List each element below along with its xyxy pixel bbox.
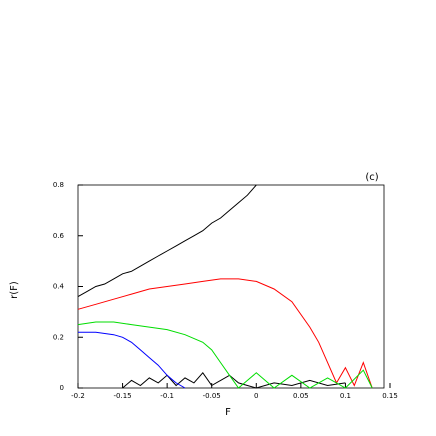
y-tick-label: 0 [60,384,64,392]
series-line [77,278,373,389]
plot-frame [77,184,385,389]
x-tick-label: 0.1 [340,392,351,400]
y-tick-label: 0.4 [53,283,65,291]
x-axis-label: F [225,407,231,418]
series-line [77,321,373,389]
x-tick-label: -0.05 [203,392,221,400]
x-tick-label: 0.15 [382,392,398,400]
x-tick-label: -0.15 [114,392,132,400]
chart-title: (c) [365,172,378,183]
y-tick-label: 0.8 [53,181,64,189]
x-tick-label: 0 [254,392,258,400]
x-tick-label: -0.2 [71,392,85,400]
x-tick-label: 0.05 [293,392,309,400]
y-tick-label: 0.6 [53,232,65,240]
x-tick-label: -0.1 [160,392,174,400]
series-line [77,184,346,389]
y-tick-label: 0.2 [53,333,64,341]
y-axis-label: r(F) [9,281,20,299]
series-line [78,331,186,389]
